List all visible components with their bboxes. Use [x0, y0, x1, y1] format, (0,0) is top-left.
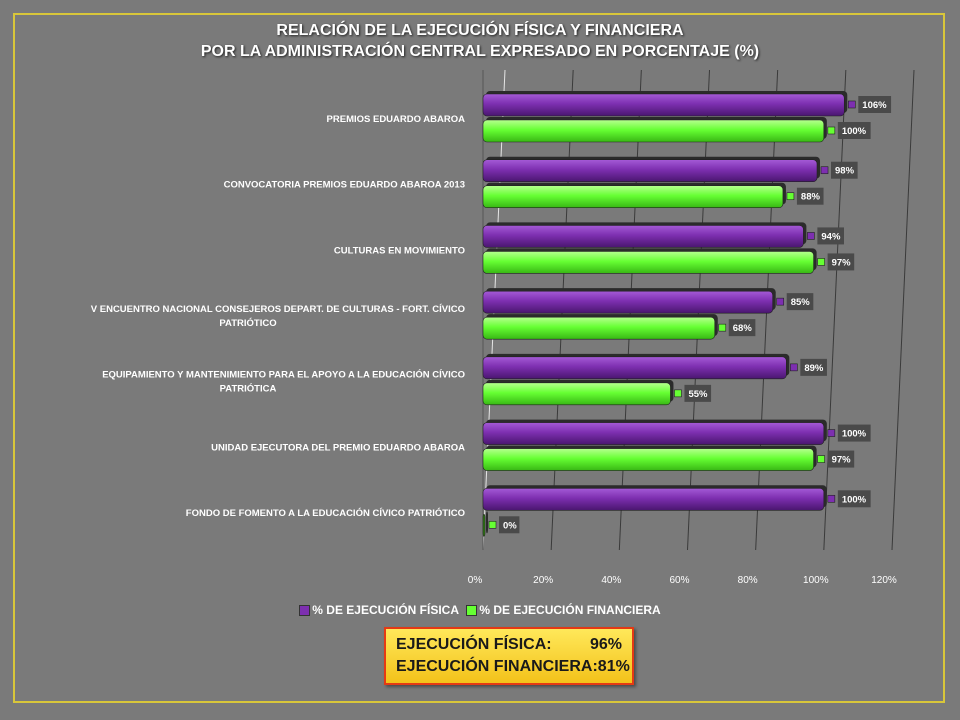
bar-fisica — [482, 225, 804, 248]
summary-box: EJECUCIÓN FÍSICA: 96% EJECUCIÓN FINANCIE… — [384, 627, 634, 685]
data-label-marker — [827, 429, 836, 437]
category-label: CULTURAS EN MOVIMIENTO — [334, 245, 465, 256]
bar-financiera — [482, 119, 825, 143]
x-tick-label: 0% — [468, 575, 483, 586]
legend-item-fisica: % DE EJECUCIÓN FÍSICA — [299, 603, 459, 617]
data-label: 100% — [842, 429, 867, 440]
summary-fisica-label: EJECUCIÓN FÍSICA: — [396, 636, 552, 653]
data-label-marker — [820, 166, 829, 175]
data-label-marker — [807, 232, 815, 240]
data-label-box — [817, 227, 844, 245]
data-label-box — [796, 187, 824, 205]
data-label: 97% — [832, 455, 852, 466]
x-tick-label: 40% — [601, 575, 621, 586]
data-label-marker — [817, 455, 825, 463]
category-label: PATRIÓTICA — [220, 383, 277, 395]
data-label: 88% — [801, 192, 821, 203]
category-label: FONDO DE FOMENTO A LA EDUCACIÓN CÍVICO P… — [186, 507, 465, 519]
gridline — [823, 69, 847, 551]
bar-fisica — [482, 356, 787, 380]
data-label-box — [684, 384, 712, 402]
data-label-box — [837, 424, 871, 442]
bar-chart: 0% 20% 40% 60% 80% 100% 120% PREMIOS EDUARDO AB… — [91, 69, 915, 586]
bar-fisica — [482, 422, 825, 445]
bar-financiera — [482, 251, 814, 274]
x-tick-label: 80% — [738, 575, 758, 586]
legend-swatch-financiera — [466, 604, 478, 616]
summary-financiera-value: 81% — [597, 658, 630, 675]
data-label-marker — [847, 100, 856, 109]
bar-financiera — [482, 382, 671, 406]
data-label-box — [499, 516, 520, 534]
data-label: 106% — [862, 100, 887, 111]
bar-financiera — [482, 448, 814, 471]
data-label: 85% — [791, 297, 811, 308]
bar-fisica — [482, 93, 845, 117]
legend-swatch-fisica — [299, 604, 311, 616]
data-label-marker — [488, 520, 497, 529]
data-label-box — [837, 490, 871, 508]
bar-financiera — [482, 513, 486, 537]
x-tick-label: 60% — [669, 575, 689, 586]
data-label-box — [831, 161, 858, 179]
category-label: V ENCUENTRO NACIONAL CONSEJEROS DEPART. … — [91, 304, 465, 315]
summary-row-financiera: EJECUCIÓN FINANCIERA: 81% — [396, 656, 630, 678]
chart-title: RELACIÓN DE LA EJECUCIÓN FÍSICA Y FINANC… — [0, 20, 960, 62]
data-label-marker — [790, 363, 798, 372]
category-label: CONVOCATORIA PREMIOS EDUARDO ABAROA 2013 — [224, 180, 465, 191]
slide-frame — [13, 13, 945, 703]
data-label: 98% — [835, 166, 855, 177]
summary-row-fisica: EJECUCIÓN FÍSICA: 96% — [396, 634, 622, 656]
legend-label-financiera: % DE EJECUCIÓN FINANCIERA — [479, 603, 661, 617]
category-label: PATRIÓTICO — [219, 317, 276, 329]
data-label: 68% — [733, 323, 753, 334]
summary-fisica-value: 96% — [589, 636, 622, 653]
data-label: 97% — [832, 257, 852, 268]
x-tick-label: 100% — [803, 575, 829, 586]
data-label-box — [858, 96, 892, 113]
chart-title-line-1: RELACIÓN DE LA EJECUCIÓN FÍSICA Y FINANC… — [276, 22, 684, 39]
data-label-marker — [786, 192, 795, 201]
data-label-box — [728, 319, 756, 337]
data-label-marker — [674, 389, 682, 398]
chart-title-line-2: POR LA ADMINISTRACIÓN CENTRAL EXPRESADO … — [200, 43, 760, 60]
data-label: 89% — [804, 363, 824, 374]
summary-financiera-label: EJECUCIÓN FINANCIERA: — [396, 658, 598, 675]
legend-item-financiera: % DE EJECUCIÓN FINANCIERA — [466, 603, 661, 617]
data-label-marker — [718, 323, 727, 332]
bar-fisica — [482, 290, 774, 314]
bar-shadow — [486, 511, 488, 534]
bar-financiera — [482, 316, 716, 340]
category-label: EQUIPAMIENTO Y MANTENIMIENTO PARA EL APO… — [102, 369, 465, 381]
x-tick-label: 120% — [871, 575, 897, 586]
data-label-box — [827, 450, 855, 468]
data-label: 100% — [842, 126, 867, 137]
legend: % DE EJECUCIÓN FÍSICA % DE EJECUCIÓN FIN… — [0, 603, 960, 619]
data-label: 55% — [688, 389, 708, 400]
gridline — [891, 69, 915, 551]
data-label-box — [827, 253, 855, 271]
data-label-marker — [827, 494, 836, 503]
x-tick-label: 20% — [533, 575, 553, 586]
data-label-marker — [776, 297, 785, 306]
data-label-marker — [817, 258, 825, 266]
legend-label-fisica: % DE EJECUCIÓN FÍSICA — [312, 603, 459, 617]
category-label: PREMIOS EDUARDO ABAROA — [327, 114, 466, 125]
data-label: 94% — [821, 231, 841, 242]
data-label-box — [800, 358, 827, 376]
data-label-box — [837, 122, 871, 139]
bar-fisica — [482, 487, 825, 511]
category-label: UNIDAD EJECUTORA DEL PREMIO EDUARDO ABAR… — [211, 442, 465, 453]
bar-fisica — [482, 159, 818, 183]
data-label: 100% — [842, 494, 867, 505]
bar-financiera — [482, 185, 784, 209]
data-label-box — [786, 293, 814, 311]
data-label-marker — [827, 126, 836, 135]
data-label: 0% — [503, 520, 517, 531]
